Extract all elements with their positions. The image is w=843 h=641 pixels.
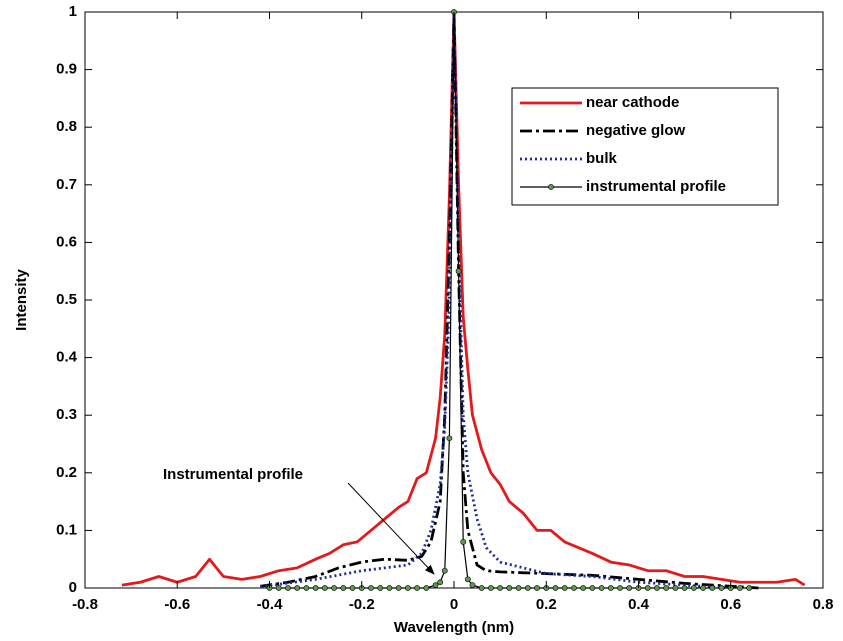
series-marker — [506, 585, 513, 591]
series-marker — [626, 585, 633, 591]
series-marker — [534, 585, 540, 591]
series-marker — [312, 585, 319, 591]
series-marker — [737, 585, 743, 591]
y-tick-label: 0.1 — [56, 521, 77, 538]
x-tick-label: 0 — [450, 596, 458, 613]
series-marker — [437, 579, 444, 586]
legend-label: near cathode — [586, 94, 679, 111]
x-tick-label: -0.8 — [72, 596, 98, 613]
series-marker — [478, 585, 485, 591]
series-marker — [404, 585, 411, 591]
series-marker — [672, 585, 679, 591]
x-tick-label: -0.4 — [257, 596, 284, 613]
legend — [511, 87, 779, 206]
series-marker — [515, 585, 522, 591]
y-tick-label: 0.2 — [56, 464, 77, 481]
series-marker — [349, 585, 356, 591]
series-marker — [571, 585, 577, 591]
series-marker — [580, 585, 587, 591]
series-marker — [663, 585, 670, 591]
series-marker — [469, 582, 476, 589]
series-marker — [275, 585, 282, 591]
legend-label: negative glow — [586, 122, 686, 139]
series-marker — [386, 585, 393, 591]
series-marker — [441, 567, 448, 574]
series-marker — [432, 582, 439, 589]
series-marker — [340, 585, 347, 591]
series-marker — [524, 585, 531, 591]
y-tick-label: 0.8 — [56, 118, 77, 135]
series-marker — [644, 585, 651, 591]
legend-entries: near cathode negative glow bulk instrumenta… — [520, 94, 726, 195]
y-tick-label: 1 — [69, 3, 77, 20]
x-axis-label: Wavelength (nm) — [394, 619, 514, 636]
series-marker — [303, 585, 310, 591]
series-marker — [552, 585, 559, 591]
series-marker — [654, 585, 660, 591]
series-marker — [746, 585, 753, 591]
legend-marker — [548, 184, 554, 190]
series-marker — [464, 576, 471, 583]
annotation-arrow — [347, 482, 435, 575]
series-marker — [294, 585, 301, 591]
series-marker — [607, 585, 614, 591]
series-marker — [455, 268, 462, 275]
y-axis-label: Intensity — [13, 269, 30, 331]
x-tick-label: 0.8 — [813, 596, 834, 613]
x-tick-label: 0.6 — [720, 596, 741, 613]
y-tick-label: 0.3 — [56, 406, 77, 423]
x-tick-label: 0.2 — [536, 596, 557, 613]
series-marker — [497, 585, 504, 591]
series-marker — [681, 585, 688, 591]
x-tick-label: -0.2 — [349, 596, 375, 613]
series-marker — [395, 585, 402, 591]
x-tick-label: 0.4 — [628, 596, 650, 613]
series-marker — [368, 585, 374, 591]
x-tick-label: -0.6 — [164, 596, 190, 613]
y-tick-label: 0.6 — [56, 233, 77, 250]
series-marker — [285, 585, 291, 591]
series-marker — [561, 585, 568, 591]
y-tick-label: 0.7 — [56, 176, 77, 193]
y-tick-label: 0.4 — [56, 349, 78, 366]
series-marker — [690, 585, 697, 591]
series-marker — [709, 585, 716, 591]
series-marker — [377, 585, 384, 591]
series-marker — [617, 585, 623, 591]
series-marker — [331, 585, 337, 591]
series-marker — [487, 585, 494, 591]
series-marker — [598, 585, 605, 591]
legend-label: bulk — [586, 150, 617, 167]
annotation: Instrumental profile — [163, 466, 303, 483]
series-marker — [321, 585, 328, 591]
legend-label: instrumental profile — [586, 178, 726, 195]
series-marker — [446, 435, 453, 442]
series-line — [260, 10, 731, 590]
y-tick-label: 0.5 — [56, 291, 77, 308]
series-marker — [460, 539, 467, 545]
series-marker — [718, 585, 725, 591]
series-marker — [589, 585, 596, 591]
series-marker — [414, 585, 420, 591]
series-marker — [700, 585, 706, 591]
series-marker — [423, 585, 430, 591]
y-tick-label: 0.9 — [56, 61, 77, 78]
y-tick-label: 0 — [69, 579, 77, 596]
